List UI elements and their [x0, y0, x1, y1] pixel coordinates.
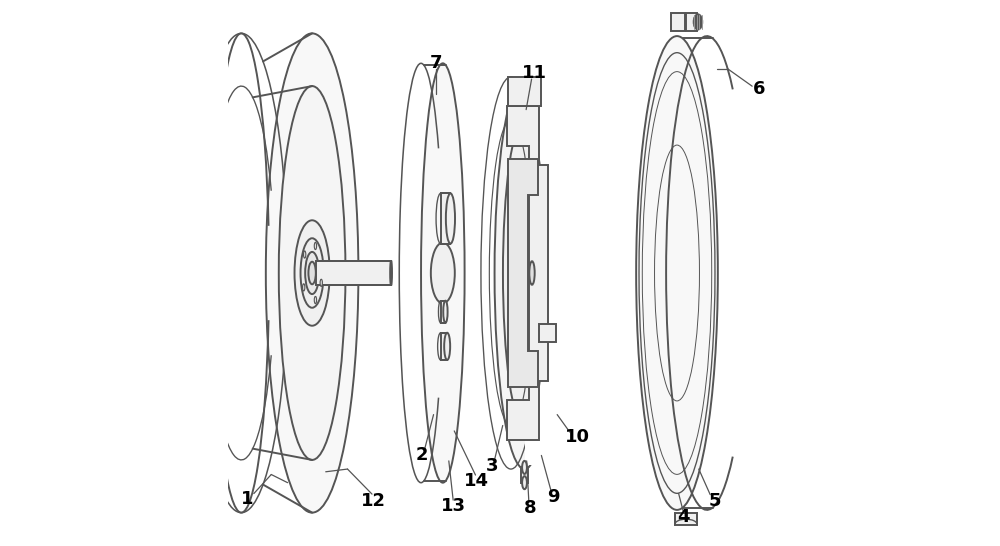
Ellipse shape: [301, 238, 324, 308]
Text: 8: 8: [524, 499, 536, 517]
Bar: [441, 333, 447, 360]
Ellipse shape: [279, 86, 345, 460]
Ellipse shape: [390, 260, 392, 286]
Text: 5: 5: [709, 491, 721, 509]
Ellipse shape: [636, 36, 718, 510]
Bar: [539, 324, 556, 342]
Text: 14: 14: [464, 472, 489, 490]
Text: 6: 6: [752, 80, 765, 98]
Text: 7: 7: [429, 54, 442, 72]
Ellipse shape: [443, 301, 448, 323]
Ellipse shape: [495, 77, 554, 469]
Ellipse shape: [295, 220, 330, 326]
Bar: [671, 13, 685, 31]
Ellipse shape: [503, 120, 546, 426]
Text: 3: 3: [486, 458, 498, 476]
Ellipse shape: [314, 296, 317, 304]
Ellipse shape: [320, 279, 322, 287]
Ellipse shape: [522, 476, 527, 489]
Ellipse shape: [693, 14, 703, 30]
Bar: [441, 193, 450, 244]
Ellipse shape: [444, 333, 450, 360]
Ellipse shape: [431, 242, 455, 304]
Bar: [675, 513, 697, 525]
Text: 11: 11: [522, 63, 547, 81]
Ellipse shape: [304, 251, 306, 258]
Text: 2: 2: [415, 447, 428, 465]
Text: 13: 13: [441, 497, 466, 515]
Ellipse shape: [266, 33, 358, 513]
Text: 9: 9: [547, 488, 560, 506]
Ellipse shape: [303, 284, 305, 291]
Ellipse shape: [305, 252, 319, 294]
Ellipse shape: [529, 261, 535, 285]
Bar: [686, 13, 697, 31]
Ellipse shape: [522, 461, 527, 474]
Ellipse shape: [446, 193, 455, 244]
Ellipse shape: [421, 63, 465, 483]
Text: 1: 1: [241, 490, 253, 508]
Bar: [521, 467, 528, 483]
Polygon shape: [507, 106, 548, 440]
Bar: [441, 301, 445, 323]
Text: 12: 12: [361, 491, 386, 509]
Bar: [508, 77, 541, 106]
Text: 4: 4: [677, 508, 689, 526]
Text: 10: 10: [565, 429, 590, 447]
Ellipse shape: [314, 242, 317, 250]
Polygon shape: [508, 159, 538, 387]
Polygon shape: [525, 81, 584, 465]
Bar: [316, 260, 391, 286]
Ellipse shape: [308, 262, 316, 284]
